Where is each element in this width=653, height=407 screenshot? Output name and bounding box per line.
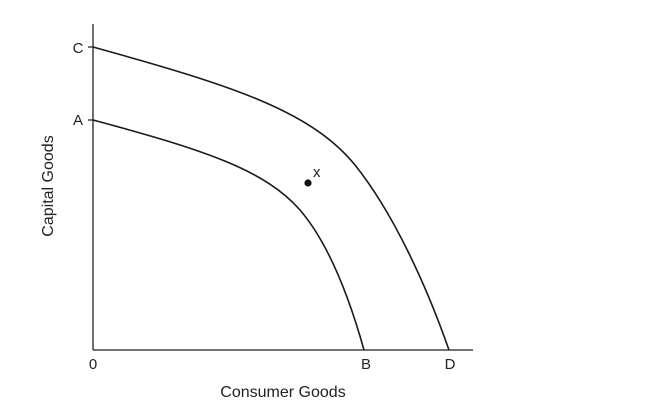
y-intercept-label-c: C [73,40,84,57]
x-intercept-label-d: D [445,356,456,373]
y-axis-title: Capital Goods [40,135,57,236]
origin-label: 0 [89,356,97,373]
point-x-label: x [313,164,321,181]
point-x-marker [304,179,312,187]
x-intercept-label-b: B [361,356,371,373]
x-axis-title: Consumer Goods [220,384,345,401]
y-intercept-label-a: A [73,112,83,129]
ppf-curve-cd [92,46,450,351]
ppf-curve-ab [92,119,365,351]
